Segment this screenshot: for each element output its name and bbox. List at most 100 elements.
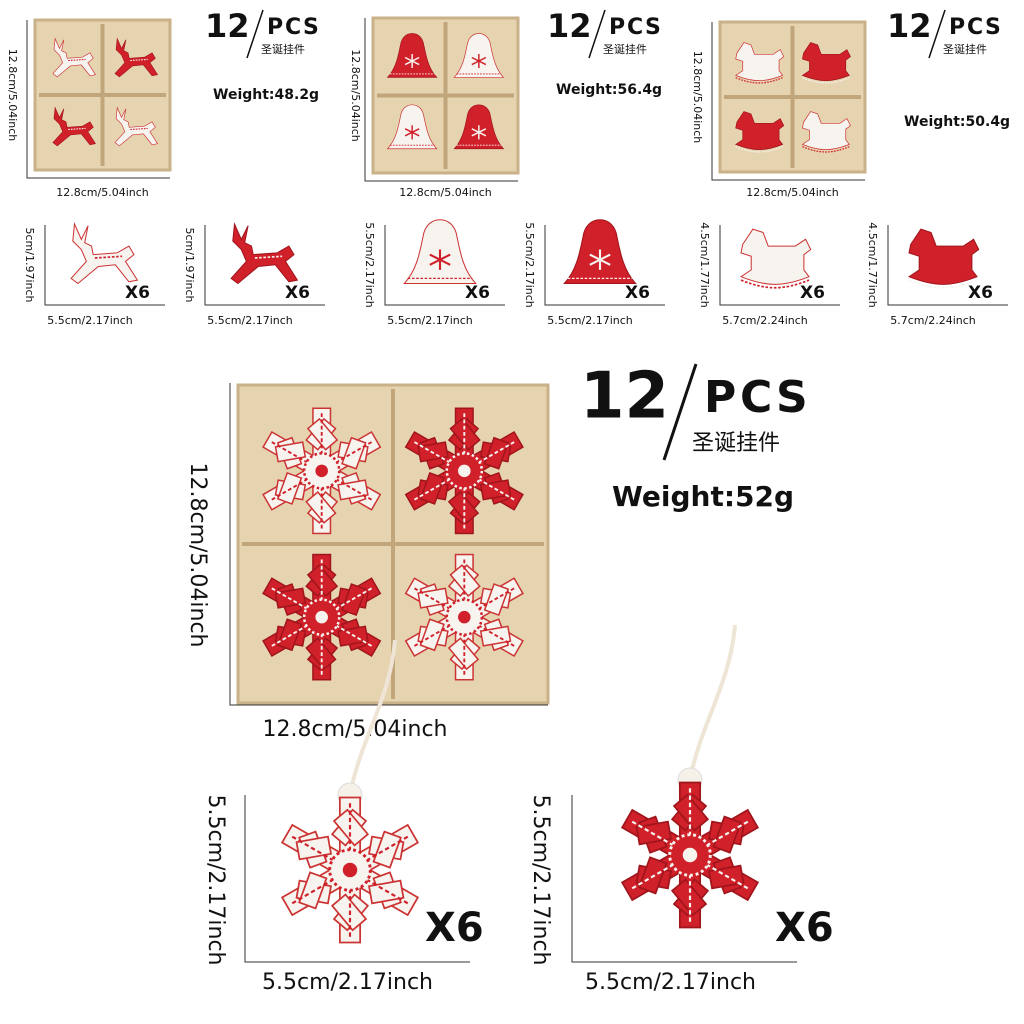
ornament-snowflake [620, 781, 760, 929]
pattern [68, 127, 86, 131]
stitch [362, 835, 409, 864]
ornament-height: 4.5cm/1.77inch [866, 222, 879, 308]
ornament-height: 5cm/1.97inch [183, 227, 196, 302]
pattern [94, 255, 123, 259]
horse [734, 111, 785, 151]
dimension-axis [244, 795, 470, 963]
weight: Weight:56.4g [556, 82, 662, 98]
pcs-letter: S [645, 15, 661, 40]
snow [589, 249, 611, 270]
stitch [291, 876, 338, 905]
stitch [631, 820, 678, 849]
ornament-bell [563, 219, 637, 285]
stitch [291, 835, 338, 864]
pcs-letter: C [627, 15, 643, 40]
pcs-letter: S [776, 372, 808, 423]
pcs-letter: P [949, 15, 965, 40]
ornament-width: 5.5cm/2.17inch [262, 970, 433, 995]
rocker [802, 146, 850, 153]
ornament-deer [52, 106, 96, 147]
weight: Weight:52g [612, 480, 794, 513]
snowflake-arm [404, 608, 470, 658]
center-dot [342, 862, 358, 878]
weight: Weight:50.4g [904, 114, 1010, 130]
ornament-horse [907, 228, 980, 289]
ornament-width: 5.5cm/2.17inch [585, 970, 756, 995]
piece-count: 12 [580, 360, 669, 434]
ornament-height: 5.5cm/2.17inch [363, 222, 376, 308]
horse [739, 228, 812, 285]
pcs-letter: P [704, 372, 736, 423]
ornament-deer [114, 106, 159, 147]
ornament-horse [801, 42, 851, 84]
ornament-bell [453, 104, 505, 150]
deer [230, 222, 299, 285]
ornament-height: 4.5cm/1.77inch [698, 222, 711, 308]
ornament-width: 5.5cm/2.17inch [207, 314, 293, 327]
horse [734, 42, 785, 82]
dimension-axis [711, 22, 865, 181]
pattern [254, 255, 283, 259]
ornament-horse [739, 228, 812, 289]
piece-count: 12 [205, 7, 250, 45]
rocker [740, 279, 810, 289]
horse [801, 111, 851, 151]
quantity: X6 [800, 283, 825, 303]
center-dot [682, 847, 698, 863]
dimension-axis [44, 225, 165, 306]
string [688, 624, 737, 781]
box-height: 12.8cm/5.04inch [691, 51, 704, 144]
pattern [130, 58, 148, 62]
ornament-horse [801, 111, 851, 153]
ornament-width: 5.5cm/2.17inch [387, 314, 473, 327]
deer [52, 106, 96, 147]
snow [471, 53, 487, 69]
ornament-bell [403, 219, 477, 285]
box-height: 12.8cm/5.04inch [6, 49, 19, 142]
dimension-axis [364, 18, 518, 182]
ornament-height: 5cm/1.97inch [23, 227, 36, 302]
rocker [908, 279, 978, 289]
ornament-snowflake [262, 407, 382, 535]
rocker [802, 77, 850, 84]
subtitle: 圣诞挂件 [692, 431, 780, 456]
pattern [130, 127, 148, 131]
box-width: 12.8cm/5.04inch [746, 186, 839, 199]
snowflake-arm [447, 470, 481, 535]
horse [801, 42, 851, 82]
center-dot [458, 610, 471, 624]
ornament-deer [230, 222, 299, 285]
snow [404, 125, 420, 140]
ornament-width: 5.7cm/2.24inch [722, 314, 808, 327]
dimension-axis [26, 20, 170, 179]
ornament-snowflake [280, 796, 420, 944]
quantity: X6 [125, 283, 150, 303]
ornament-width: 5.5cm/2.17inch [547, 314, 633, 327]
subtitle: 圣诞挂件 [943, 42, 987, 56]
dimension-axis [229, 383, 548, 706]
quantity: X6 [285, 283, 310, 303]
center-dot [458, 464, 471, 478]
ornament-snowflake [262, 553, 382, 681]
stitch [702, 820, 749, 849]
weight: Weight:48.2g [213, 87, 319, 103]
quantity: X6 [465, 283, 490, 303]
quantity: X6 [425, 905, 484, 951]
pcs-letter: S [303, 15, 319, 40]
pcs-letter: P [267, 15, 283, 40]
ornament-height: 5.5cm/2.17inch [523, 222, 536, 308]
dimension-axis [887, 225, 1008, 306]
slash [928, 9, 946, 59]
ornament-deer [52, 37, 96, 78]
stitch [362, 876, 409, 905]
snowflake-arm [404, 577, 470, 626]
subtitle: 圣诞挂件 [603, 42, 647, 56]
slash [588, 9, 606, 59]
pcs-letter: C [285, 15, 301, 40]
deer [114, 106, 159, 147]
ornament-height: 5.5cm/2.17inch [203, 794, 228, 965]
slash [246, 9, 264, 59]
ornament-bell [386, 33, 438, 78]
pattern [68, 58, 86, 62]
snow [429, 249, 451, 270]
